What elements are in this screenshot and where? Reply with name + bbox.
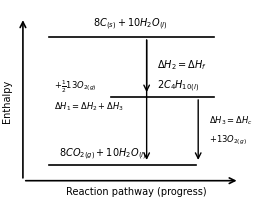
Text: $8CO_{2(g)} + 10H_2O_{(l)}$: $8CO_{2(g)} + 10H_2O_{(l)}$ (59, 146, 147, 162)
Text: $\Delta H_3 = \Delta H_c$: $\Delta H_3 = \Delta H_c$ (209, 115, 252, 127)
Text: $+\frac{1}{2}13O_{2(g)}$: $+\frac{1}{2}13O_{2(g)}$ (54, 79, 96, 95)
Text: $+13O_{2(g)}$: $+13O_{2(g)}$ (209, 134, 246, 147)
Text: Reaction pathway (progress): Reaction pathway (progress) (66, 187, 207, 197)
Text: $\Delta H_1 = \Delta H_2 + \Delta H_3$: $\Delta H_1 = \Delta H_2 + \Delta H_3$ (54, 101, 124, 113)
Text: $2C_4H_{10(l)}$: $2C_4H_{10(l)}$ (157, 79, 199, 94)
Text: Enthalpy: Enthalpy (2, 79, 12, 123)
Text: $\Delta H_2 = \Delta H_f$: $\Delta H_2 = \Delta H_f$ (157, 58, 207, 72)
Text: $8C_{(s)} + 10H_2O_{(l)}$: $8C_{(s)} + 10H_2O_{(l)}$ (92, 17, 167, 32)
